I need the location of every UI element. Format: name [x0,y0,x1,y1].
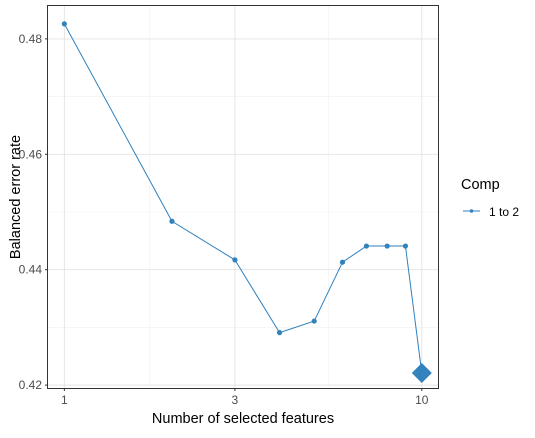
data-point [402,243,409,249]
y-tick-label: 0.44 [19,263,43,277]
plot-border [47,5,439,389]
legend: Comp 1 to 2 [461,177,519,219]
grid [48,6,438,388]
legend-title: Comp [461,177,500,193]
y-tick-label: 0.48 [19,32,43,46]
data-point [311,318,317,324]
data-point [232,257,238,263]
x-axis-title: Number of selected features [152,411,334,427]
x-tick-label: 1 [61,393,68,407]
series-layer [61,21,432,383]
data-point [339,259,346,265]
legend-key-1-to-2 [463,209,480,213]
data-point [61,21,67,27]
y-tick-label: 0.42 [19,378,43,392]
legend-key-point [469,209,474,213]
legend-label-1-to-2: 1 to 2 [489,205,519,219]
data-point [363,243,370,249]
y-axis-title: Balanced error rate [8,135,24,259]
y-tick-label: 0.46 [19,147,43,161]
x-tick-label: 10 [415,393,429,407]
data-point [384,243,390,249]
x-tick-label: 3 [232,393,239,407]
series-line [63,23,423,374]
axis-ticks: 0.42 0.44 0.46 0.48 1 3 10 [19,32,429,407]
optimum-diamond-marker [411,362,432,383]
data-point [169,218,175,224]
data-point [276,330,283,336]
